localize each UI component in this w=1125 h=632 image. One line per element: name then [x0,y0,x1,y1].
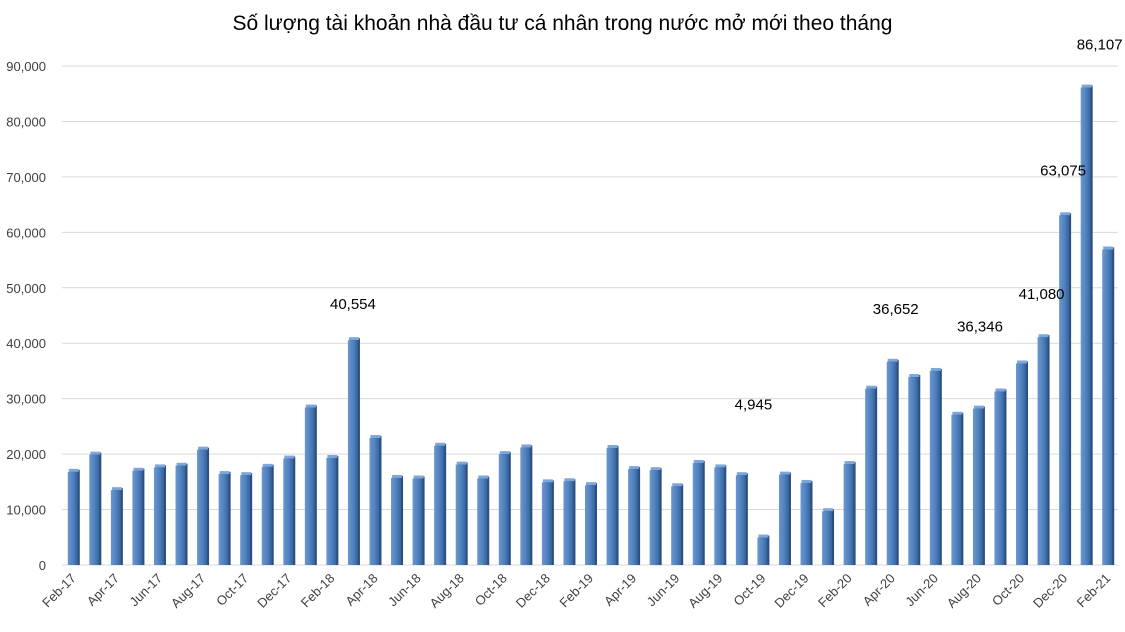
y-tick-label: 80,000 [6,114,46,129]
y-tick-label: 10,000 [6,503,46,518]
y-tick-label: 90,000 [6,59,46,74]
x-tick-label: Jun-18 [385,571,424,610]
bar [132,467,145,565]
bar [563,478,576,565]
y-tick-label: 30,000 [6,392,46,407]
bar [606,445,619,565]
bar [110,487,123,565]
x-tick-label: Dec-20 [1030,571,1070,611]
bar [240,472,253,565]
bar [692,459,705,565]
bar [1059,212,1072,565]
bar [347,337,360,565]
bar [261,463,274,565]
bar [520,444,533,565]
bar [412,475,425,565]
x-tick-label: Aug-19 [685,571,725,611]
bar [175,462,188,565]
bar [1016,360,1029,565]
bar [1037,334,1050,565]
bar [735,472,748,565]
bar [908,374,921,565]
x-tick-label: Feb-21 [1074,571,1114,611]
data-label: 63,075 [1040,162,1086,179]
x-tick-label: Aug-18 [427,571,467,611]
x-tick-label: Jun-19 [644,571,683,610]
y-tick-label: 60,000 [6,225,46,240]
bar [778,471,791,565]
bar [994,388,1007,565]
bar [822,508,835,565]
x-tick-label: Apr-18 [342,571,380,609]
y-tick-label: 40,000 [6,336,46,351]
bar [628,466,641,565]
x-tick-label: Feb-18 [298,571,338,611]
x-tick-label: Feb-17 [39,571,79,611]
data-label: 41,080 [1019,286,1065,303]
data-label: 36,652 [873,301,919,318]
y-tick-label: 70,000 [6,170,46,185]
bar [1080,84,1093,565]
bar [649,467,662,565]
chart-title: Số lượng tài khoản nhà đầu tư cá nhân tr… [232,12,893,35]
data-label: 40,554 [330,296,376,313]
bar [477,475,490,565]
x-tick-label: Dec-18 [513,571,553,611]
bar [153,464,166,565]
bar [714,464,727,565]
y-tick-label: 50,000 [6,281,46,296]
bar [455,461,468,565]
x-tick-label: Oct-20 [989,571,1027,609]
y-tick-label: 20,000 [6,447,46,462]
x-tick-label: Oct-18 [472,571,510,609]
data-annotations: 40,554 4,945 36,652 36,346 41,080 63,075 86,10… [330,37,1123,414]
bar [89,451,102,565]
x-tick-label: Oct-17 [213,571,251,609]
bar [865,385,878,565]
bar [304,404,317,565]
x-tick-label: Jun-20 [902,571,941,610]
bar [886,358,899,565]
y-tick-label: 0 [39,558,46,573]
bar [951,411,964,565]
bar [585,482,597,565]
x-tick-label: Apr-20 [860,571,898,609]
y-axis-ticks: 0 10,000 20,000 30,000 40,000 50,000 60,000 70,… [6,59,46,573]
data-label: 4,945 [735,397,773,414]
bar [929,367,942,565]
x-tick-label: Apr-17 [84,571,122,609]
bar [434,442,447,565]
data-label: 86,107 [1077,37,1123,54]
x-tick-label: Dec-19 [771,571,811,611]
x-axis-ticks: Feb-17 Apr-17 Jun-17 Aug-17 Oct-17 Dec-17 Feb-… [39,571,1113,611]
bar [498,451,511,565]
bar [218,471,231,565]
x-tick-label: Apr-19 [601,571,639,609]
bar [1102,246,1115,565]
bar [283,455,296,565]
x-tick-label: Dec-17 [254,571,294,611]
x-tick-label: Feb-19 [556,571,596,611]
x-tick-label: Jun-17 [126,571,165,610]
x-tick-label: Aug-17 [168,571,208,611]
bars [67,84,1115,565]
x-tick-label: Feb-20 [815,571,855,611]
x-tick-label: Aug-20 [944,571,984,611]
bar [757,534,770,565]
data-label: 36,346 [957,318,1003,335]
bar [972,405,985,565]
bar [326,454,339,565]
bar [843,461,856,565]
bar [800,479,813,565]
bar [369,435,382,565]
x-tick-label: Oct-19 [730,571,768,609]
bar [391,474,404,565]
bar [671,483,684,565]
bar [197,446,210,565]
bar [67,468,80,565]
bar [541,479,554,565]
